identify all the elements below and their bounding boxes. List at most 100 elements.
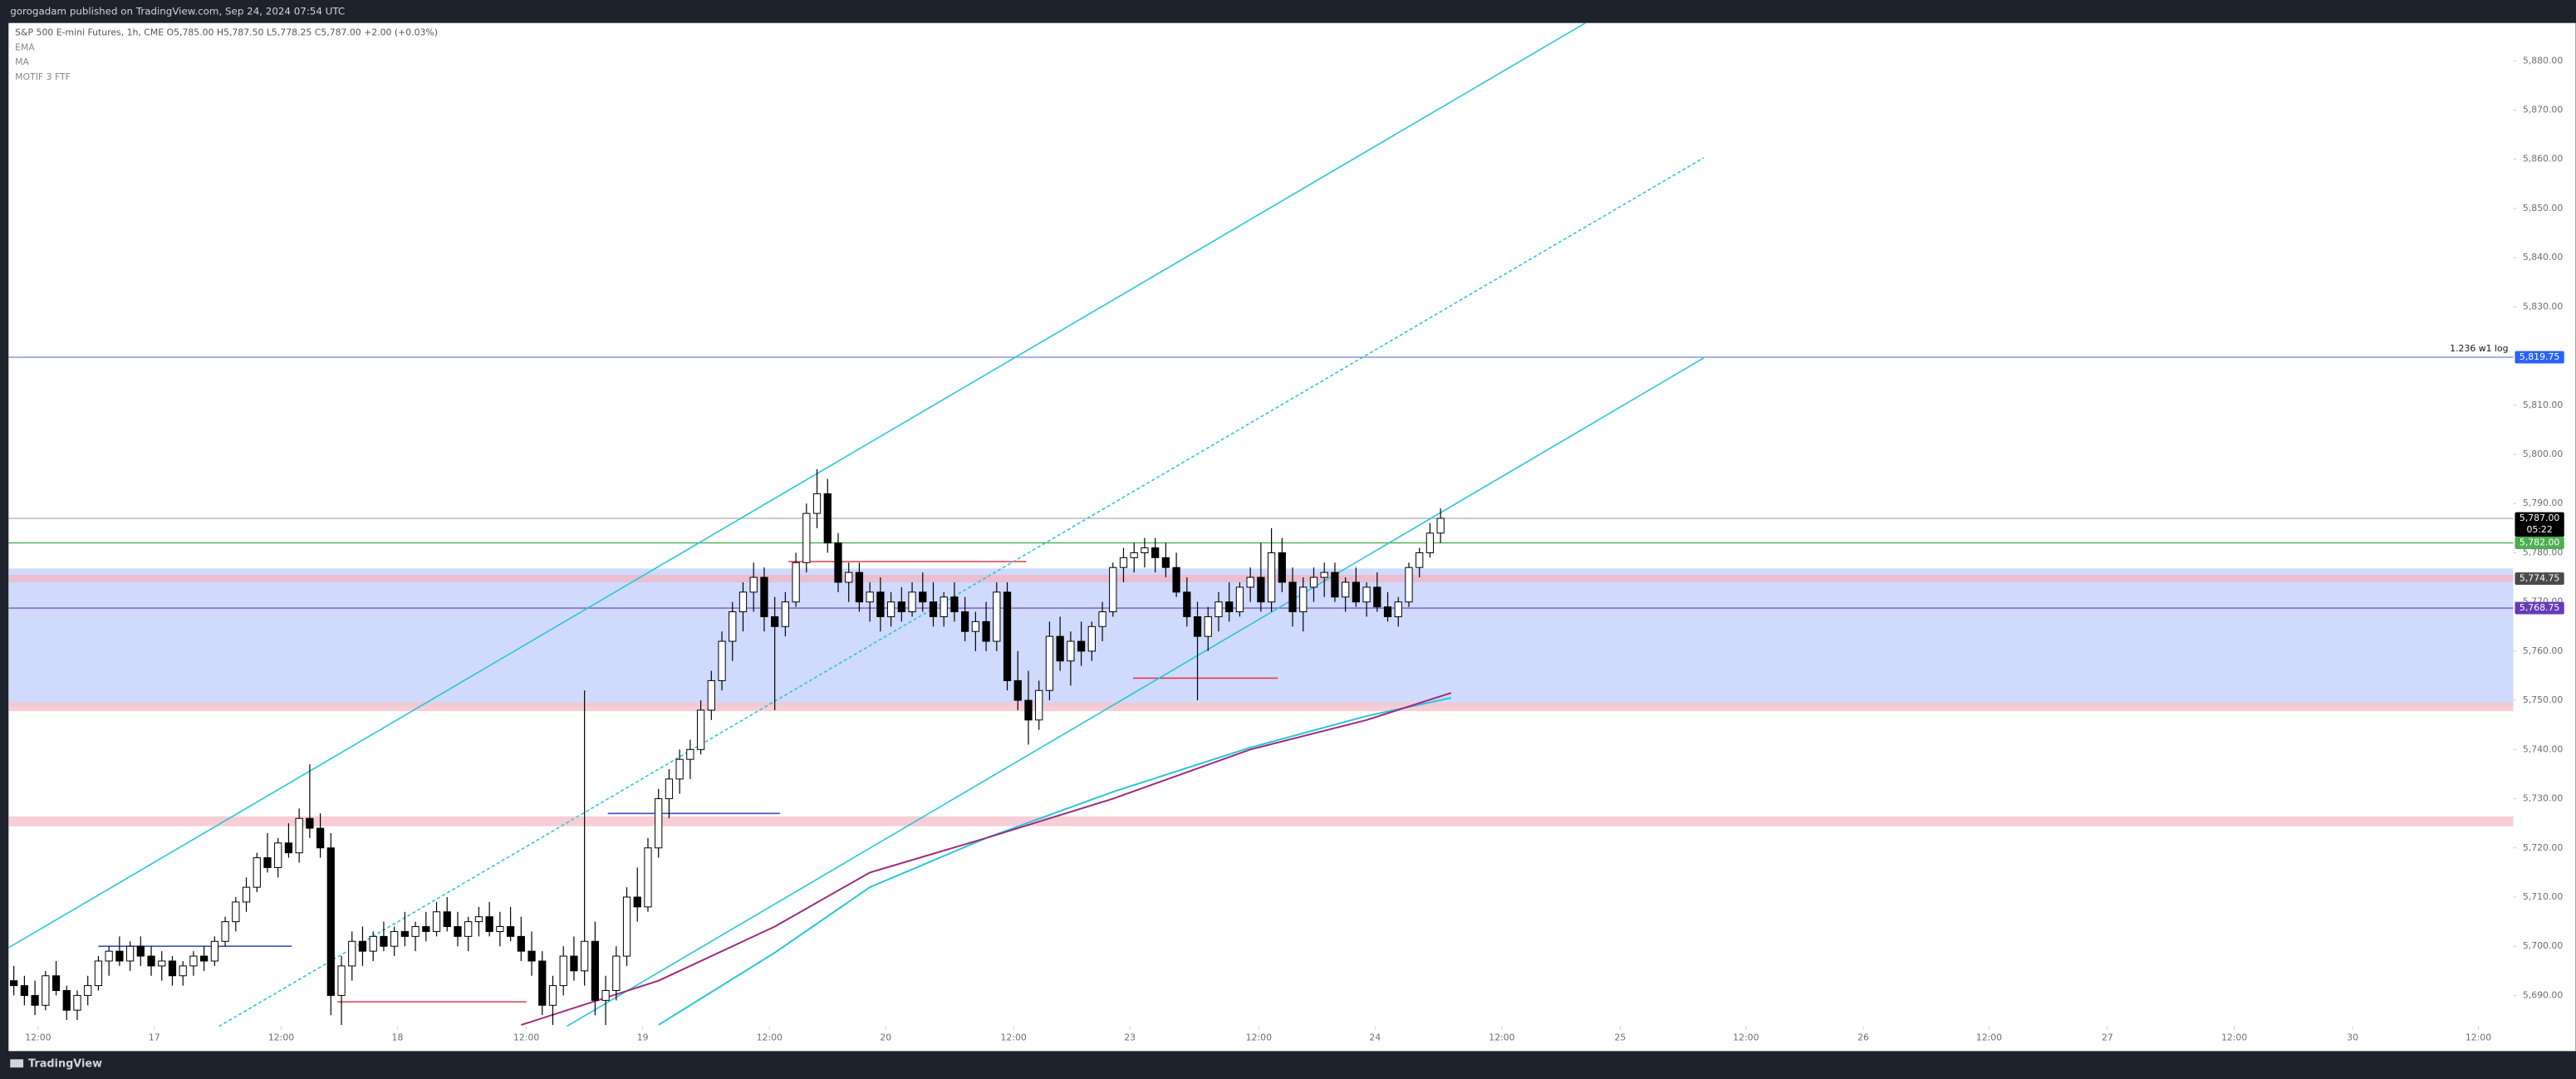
x-tick-label: 18 <box>392 1032 404 1043</box>
price-tag-label: 5,787.00 <box>2520 513 2559 523</box>
candle-body <box>253 857 261 888</box>
candle-body <box>1214 601 1223 617</box>
candle-body <box>42 975 50 1006</box>
x-tick-label: 12:00 <box>1976 1032 2002 1043</box>
candle-body <box>73 994 81 1011</box>
candle-body <box>232 901 240 923</box>
candle-body <box>1383 606 1392 617</box>
candle-body <box>1257 576 1265 603</box>
candle-body <box>454 926 462 937</box>
y-tick-label: 5,780.00 <box>2523 547 2563 557</box>
candle-body <box>1172 566 1180 593</box>
candle-body <box>1352 581 1361 603</box>
candle-body <box>707 679 715 711</box>
candle-body <box>464 921 473 937</box>
y-tick-label: 5,840.00 <box>2523 252 2563 262</box>
y-tick-label: 5,740.00 <box>2523 743 2563 754</box>
price-tag <box>2515 601 2564 615</box>
candle-body <box>20 985 28 996</box>
y-tick-label: 5,710.00 <box>2523 891 2563 902</box>
candle-body <box>886 601 895 617</box>
candle-body <box>622 896 631 957</box>
candle-body <box>781 601 790 627</box>
legend-entry: EMA <box>15 42 35 52</box>
candle-body <box>940 596 948 617</box>
candle-body <box>411 926 420 937</box>
candle-body <box>1045 635 1054 691</box>
candle-body <box>348 940 356 967</box>
candle-body <box>644 847 652 908</box>
candle-body <box>1077 640 1086 652</box>
candle-body <box>1193 616 1202 637</box>
x-tick-label: 27 <box>2102 1032 2113 1043</box>
legend-entry: MA <box>15 56 29 67</box>
candle-body <box>1024 699 1033 721</box>
candle-body <box>581 940 589 972</box>
candle-body <box>718 640 726 681</box>
x-tick-label: 12:00 <box>1489 1032 1514 1043</box>
candle-body <box>612 955 621 991</box>
candle-body <box>1087 625 1096 652</box>
y-tick-label: 5,790.00 <box>2523 498 2563 508</box>
x-tick-label: 12:00 <box>268 1032 294 1043</box>
candle-body <box>517 935 525 952</box>
zone <box>8 702 2514 712</box>
candle-body <box>771 616 779 627</box>
y-tick-label: 5,760.00 <box>2523 645 2563 656</box>
candle-body <box>158 960 166 967</box>
candle-body <box>136 945 145 957</box>
candle-body <box>496 926 504 932</box>
publish-title: gorogadam published on TradingView.com, … <box>10 5 345 17</box>
candle-body <box>316 827 325 849</box>
y-tick-label: 5,700.00 <box>2523 940 2563 951</box>
countdown: 05:22 <box>2526 524 2552 535</box>
candle-body <box>1056 635 1064 662</box>
candle-body <box>1246 576 1254 588</box>
candle-body <box>812 493 822 514</box>
candle-body <box>993 591 1001 642</box>
x-tick-label: 12:00 <box>757 1032 783 1043</box>
candle-body <box>834 542 842 583</box>
brand-logo: TradingView <box>10 1058 102 1071</box>
y-tick-label: 5,880.00 <box>2523 55 2563 66</box>
candle-body <box>84 985 92 996</box>
x-tick-label: 26 <box>1857 1032 1869 1043</box>
candle-body <box>189 955 198 967</box>
candle-body <box>1235 586 1244 613</box>
y-tick-label: 5,730.00 <box>2523 793 2563 804</box>
overlay: 5,690.00 5,700.00 5,710.00 5,720.00 5,730.00… <box>25 55 2564 1043</box>
candle-body <box>1405 566 1413 603</box>
candle-body <box>982 620 990 642</box>
candle-body <box>1416 552 1424 568</box>
y-tick-label: 5,750.00 <box>2523 694 2563 705</box>
y-tick-label: 5,800.00 <box>2523 449 2563 459</box>
candle-body <box>284 842 293 854</box>
candle-body <box>369 935 377 952</box>
candle-body <box>1161 557 1170 568</box>
x-tick-label: 20 <box>880 1032 891 1043</box>
indicator-label: MOTIF 3 FTF <box>15 71 71 82</box>
candle-body <box>897 601 905 613</box>
candle-body <box>876 591 885 617</box>
candle-body <box>601 990 610 1001</box>
candle-body <box>1151 547 1160 558</box>
candle-body <box>845 571 853 583</box>
candle-body <box>792 562 800 603</box>
candle-body <box>200 955 209 962</box>
candle-body <box>1309 576 1318 588</box>
candle-body <box>1183 591 1191 617</box>
candle-body <box>1225 601 1234 613</box>
candle-body <box>390 930 399 947</box>
x-tick-label: 12:00 <box>2466 1032 2491 1043</box>
candle-body <box>295 817 303 854</box>
candle-body <box>168 960 177 977</box>
x-tick-label: 12:00 <box>513 1032 539 1043</box>
zone <box>8 816 2514 826</box>
candle-body <box>749 576 758 593</box>
price-tag <box>2515 572 2564 585</box>
x-tick-label: 12:00 <box>25 1032 51 1043</box>
candle-body <box>1331 571 1339 598</box>
candle-body <box>971 620 980 632</box>
x-tick-label: 12:00 <box>1001 1032 1027 1043</box>
